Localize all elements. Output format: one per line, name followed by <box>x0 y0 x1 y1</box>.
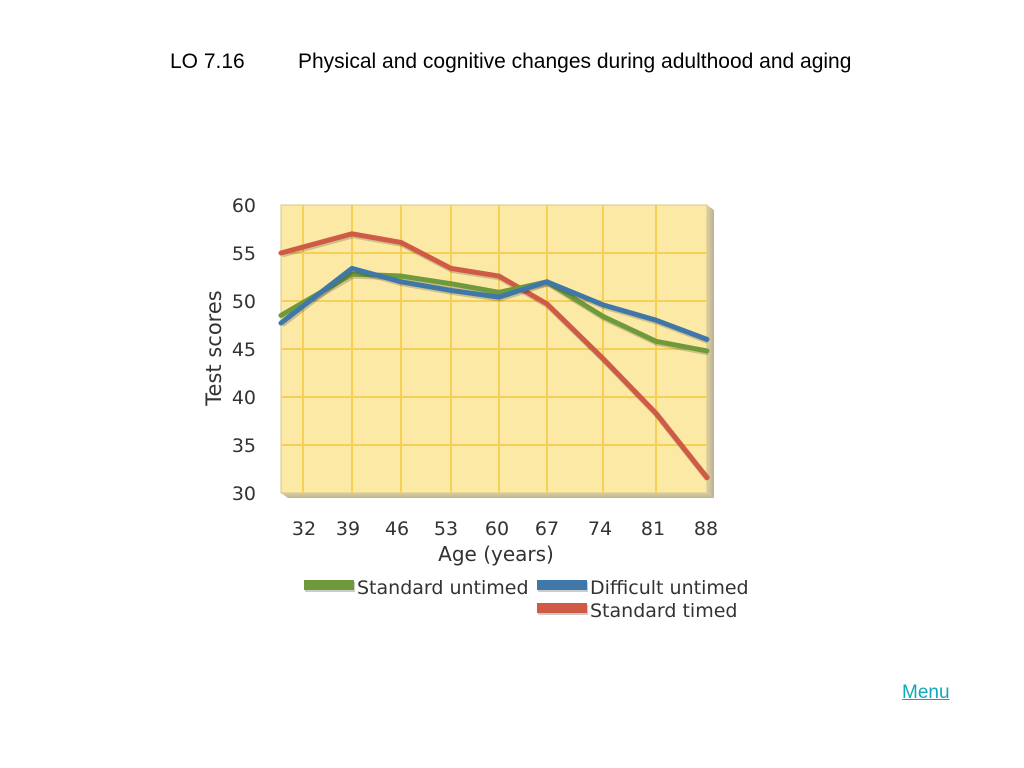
x-axis-label: Age (years) <box>438 542 554 566</box>
x-tick-label: 67 <box>535 518 559 540</box>
legend: Standard untimed Difficult untimedStandar… <box>304 577 749 622</box>
legend-swatch <box>537 580 587 590</box>
x-tick-label: 74 <box>588 518 612 540</box>
plot-area-bottom-edge <box>281 493 714 498</box>
legend-label: Difficult untimed <box>590 577 749 599</box>
y-tick-label: 45 <box>232 339 256 361</box>
x-tick-label: 53 <box>434 518 458 540</box>
y-tick-label: 40 <box>232 387 256 409</box>
series-line-standard-timed <box>278 231 710 481</box>
gridlines <box>281 205 707 493</box>
plot-area-right-edge <box>707 205 714 498</box>
y-tick-label: 60 <box>232 195 256 217</box>
x-tick-label: 39 <box>336 518 360 540</box>
slide-heading: Physical and cognitive changes during ad… <box>298 50 852 73</box>
x-tick-label: 81 <box>641 518 665 540</box>
x-axis-ticks: 32 39 46 53 60 67 74 81 88 <box>292 518 718 540</box>
y-tick-label: 55 <box>232 243 256 265</box>
y-tick-label: 50 <box>232 291 256 313</box>
x-tick-label: 60 <box>485 518 509 540</box>
menu-link[interactable]: Menu <box>902 682 950 703</box>
series-lines <box>278 231 711 482</box>
x-tick-label: 32 <box>292 518 316 540</box>
legend-swatch <box>304 580 354 590</box>
learning-objective-code: LO 7.16 <box>170 50 245 73</box>
series-line-difficult-untimed <box>278 265 710 342</box>
y-axis-label: Test scores <box>202 290 226 406</box>
y-tick-label: 35 <box>232 435 256 457</box>
legend-swatch <box>537 603 587 613</box>
y-tick-label: 30 <box>232 483 256 505</box>
x-tick-label: 46 <box>385 518 409 540</box>
legend-label: Standard timed <box>590 600 737 622</box>
y-axis-ticks: 30 35 40 45 50 55 60 <box>232 195 256 505</box>
legend-label: Standard untimed <box>357 577 529 599</box>
slide-title: LO 7.16 Physical and cognitive changes du… <box>170 50 851 74</box>
x-tick-label: 88 <box>694 518 718 540</box>
